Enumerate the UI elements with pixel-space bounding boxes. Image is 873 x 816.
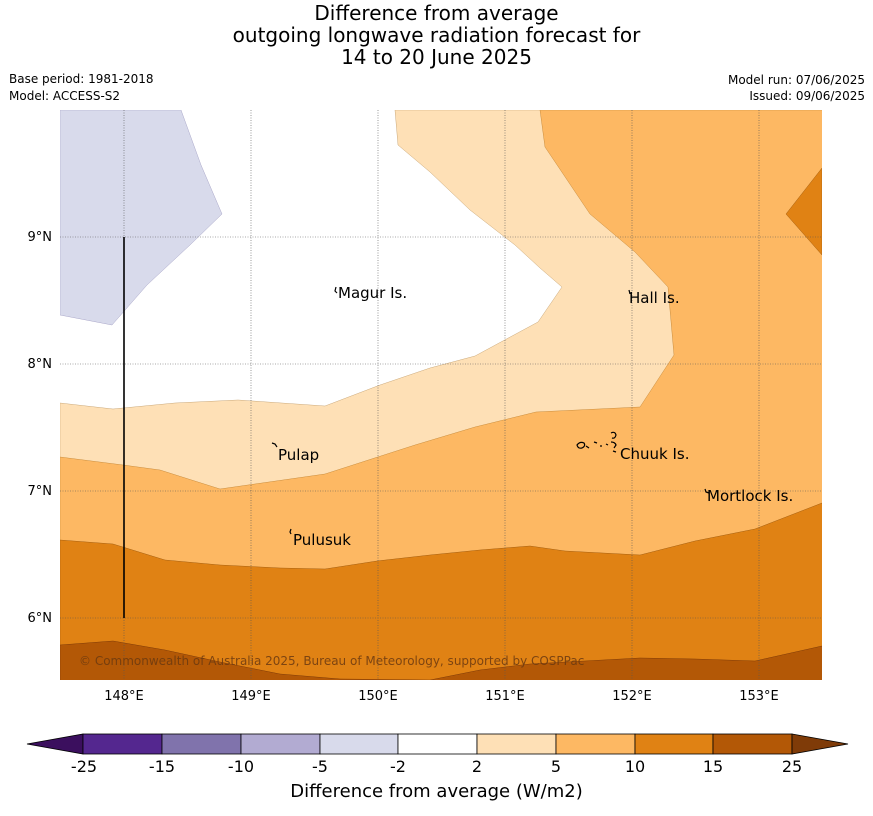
base-period: Base period: 1981-2018 — [9, 72, 154, 86]
contour-fill-layer — [60, 110, 822, 680]
longitude-axis-labels: 148°E 149°E 150°E 151°E 152°E 153°E — [104, 689, 779, 704]
colorbar-tick-neg2: -2 — [390, 757, 406, 776]
chuuk-island-shapes — [576, 431, 617, 453]
colorbar-tick-25: 25 — [781, 757, 803, 776]
place-label-mortlock: Mortlock Is. — [707, 487, 793, 505]
lat-label-6n: 6°N — [28, 611, 53, 626]
lon-label-153: 153°E — [739, 689, 779, 704]
colorbar-tick-neg15: -15 — [148, 757, 176, 776]
colorbar-tick-15: 15 — [702, 757, 724, 776]
place-label-magur: Magur Is. — [338, 284, 407, 302]
map-title-line-3: 14 to 20 June 2025 — [341, 45, 532, 69]
lat-label-8n: 8°N — [28, 357, 53, 372]
pulap-island-shape — [271, 442, 278, 448]
colorbar-segment-15-25 — [712, 733, 793, 755]
colorbar-segment-neg5-neg2 — [319, 733, 399, 755]
contour-band-15-25 — [60, 640, 822, 680]
latitude-axis-labels: 9°N 8°N 7°N 6°N — [28, 230, 53, 626]
lat-label-7n: 7°N — [28, 484, 53, 499]
place-label-chuuk: Chuuk Is. — [620, 445, 689, 463]
colorbar-extend-max — [791, 733, 849, 755]
model-name: Model: ACCESS-S2 — [9, 89, 121, 103]
model-run-date: Model run: 07/06/2025 — [727, 73, 865, 87]
contour-band-5-10 — [60, 110, 822, 680]
lon-label-148: 148°E — [104, 689, 144, 704]
issued-date: Issued: 09/06/2025 — [749, 89, 865, 103]
colorbar-segment-neg2-2 — [397, 733, 478, 755]
lat-label-9n: 9°N — [28, 230, 53, 245]
lon-label-151: 151°E — [485, 689, 525, 704]
colorbar-extend-min — [26, 733, 84, 755]
place-labels: Magur Is. Hall Is. Pulap Chuuk Is. Mortl… — [278, 284, 793, 549]
pulusuk-island-shape — [289, 528, 292, 535]
place-label-hall: Hall Is. — [629, 289, 680, 307]
map-title-line-1: Difference from average — [314, 1, 559, 25]
lon-label-149: 149°E — [231, 689, 271, 704]
contour-band-neg5-neg2 — [60, 110, 223, 326]
mortlock-island-shape — [704, 488, 710, 494]
hall-island-shape — [628, 289, 631, 295]
magur-island-shape — [334, 286, 338, 294]
colorbar-tick-5: 5 — [550, 757, 562, 776]
place-label-pulusuk: Pulusuk — [293, 531, 351, 549]
colorbar-segment-5-10 — [555, 733, 636, 755]
colorbar — [26, 733, 849, 755]
place-label-pulap: Pulap — [278, 446, 319, 464]
colorbar-tick-2: 2 — [471, 757, 483, 776]
islands-layer — [271, 286, 710, 535]
map-gridlines — [60, 110, 822, 680]
colorbar-segment-10-15 — [634, 733, 714, 755]
colorbar-tick-neg5: -5 — [312, 757, 328, 776]
colorbar-segment-neg15-neg10 — [161, 733, 242, 755]
colorbar-segment-2-5 — [476, 733, 557, 755]
contour-band-10-15 — [60, 502, 822, 680]
colorbar-tick-10: 10 — [624, 757, 646, 776]
colorbar-tick-neg10: -10 — [227, 757, 255, 776]
colorbar-segment-neg10-neg5 — [240, 733, 321, 755]
contour-band-10-15-corner — [785, 167, 822, 256]
map-title-line-2: outgoing longwave radiation forecast for — [232, 23, 641, 47]
colorbar-tick-neg25: -25 — [70, 757, 98, 776]
lon-label-152: 152°E — [612, 689, 652, 704]
copyright-notice: © Commonwealth of Australia 2025, Bureau… — [79, 654, 584, 668]
lon-label-150: 150°E — [358, 689, 398, 704]
colorbar-title: Difference from average (W/m2) — [290, 781, 583, 802]
colorbar-segment-neg25-neg15 — [82, 733, 163, 755]
